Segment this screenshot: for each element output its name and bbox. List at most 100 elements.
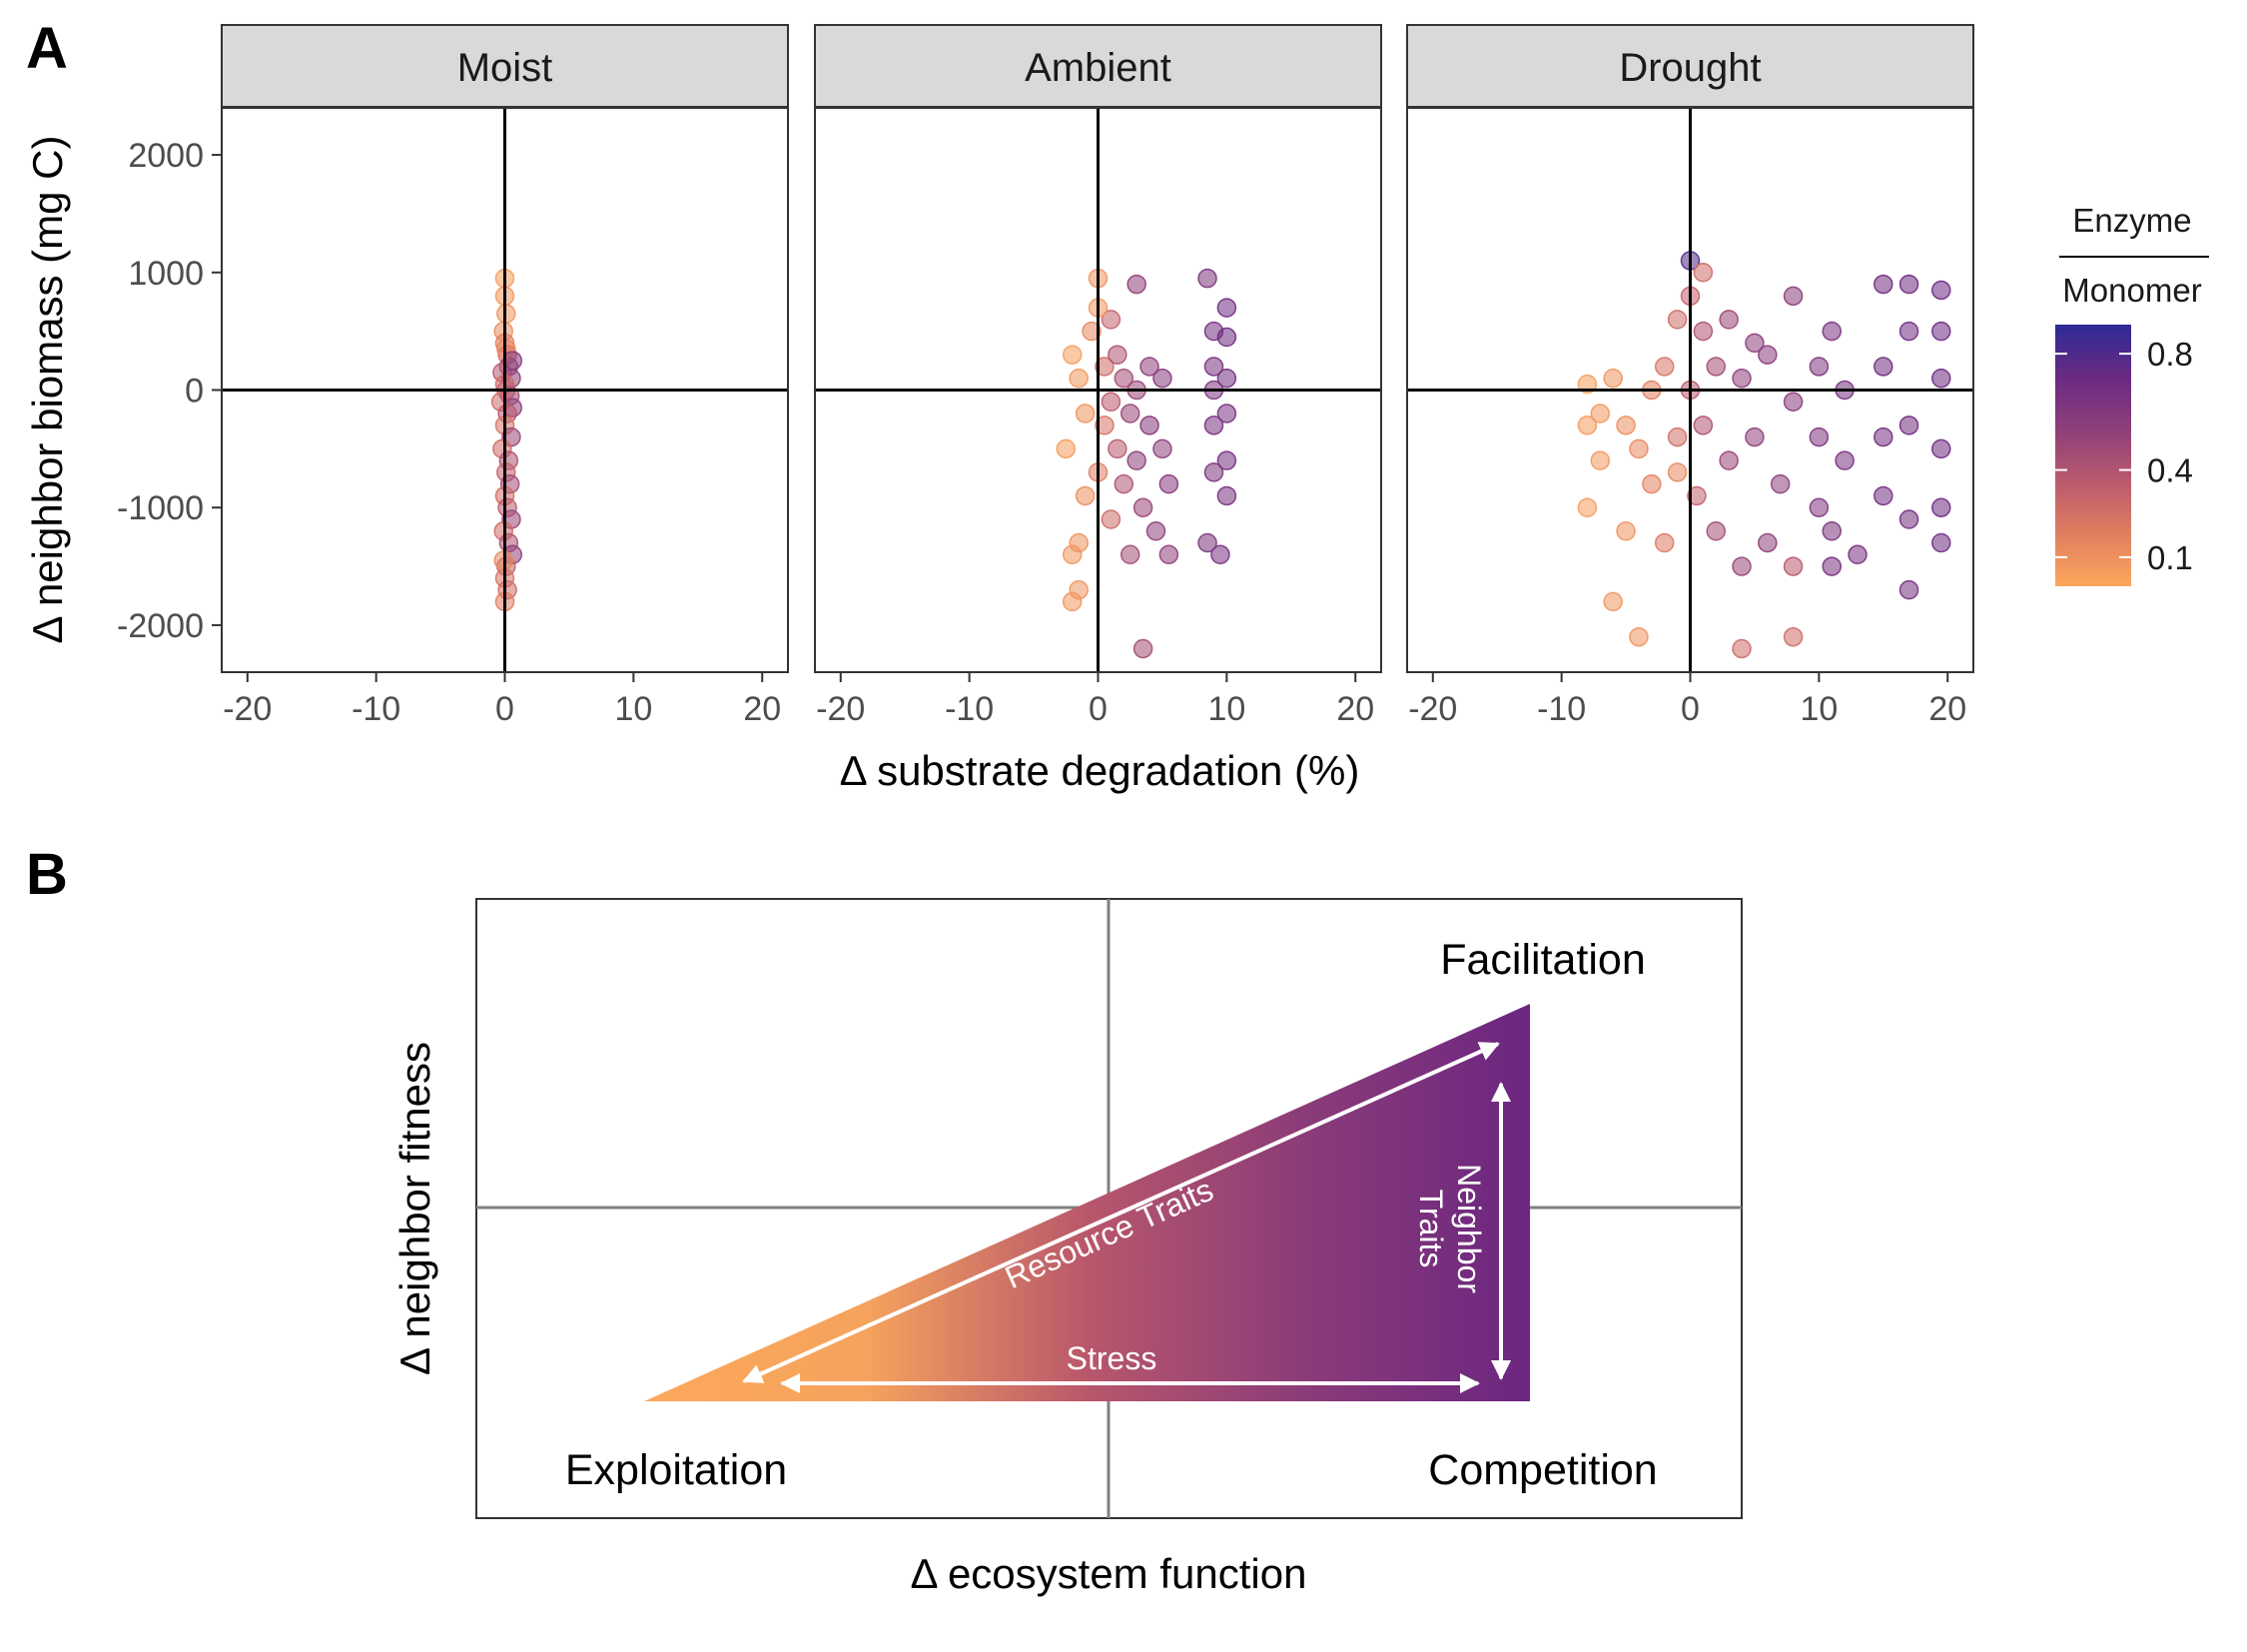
data-point	[1114, 368, 1134, 389]
neighbor-traits-label: NeighborTraits	[1413, 1164, 1487, 1293]
data-point	[1120, 404, 1140, 423]
data-point	[1203, 462, 1224, 482]
data-point	[1642, 473, 1662, 494]
x-tick-label: -10	[945, 690, 994, 728]
y-tick-label: -2000	[117, 607, 204, 645]
data-point	[1108, 345, 1127, 365]
data-point	[1873, 357, 1893, 377]
facilitation-label: Facilitation	[1440, 936, 1646, 984]
data-point	[1577, 415, 1598, 435]
facet-drought: Drought -20 -10 0 10 20	[1406, 24, 1974, 728]
data-point	[1062, 591, 1083, 612]
data-point	[1126, 274, 1146, 295]
x-tick-label: -20	[816, 690, 865, 728]
data-point	[1095, 357, 1115, 377]
exploitation-label: Exploitation	[565, 1446, 787, 1494]
data-point	[1873, 426, 1893, 447]
data-point	[1216, 450, 1237, 470]
data-point	[1629, 626, 1649, 647]
data-point	[1603, 591, 1623, 612]
data-point	[1120, 544, 1140, 565]
data-point	[1108, 438, 1127, 459]
legend-tick-label-0: 0.8	[2147, 336, 2193, 373]
data-point	[1216, 485, 1237, 506]
data-point	[1197, 532, 1217, 553]
data-point	[1101, 310, 1122, 330]
data-point	[1693, 321, 1714, 342]
data-point	[1822, 321, 1842, 342]
data-point	[1706, 521, 1727, 541]
y-tick-label: 2000	[128, 137, 204, 175]
data-point	[1898, 274, 1919, 295]
facet-strip	[814, 24, 1382, 108]
concept-diagram: Resource Traits NeighborTraits Stress Fa…	[391, 898, 1743, 1597]
legend-colorbar	[2055, 325, 2131, 586]
data-point	[1139, 415, 1159, 435]
data-point	[1873, 274, 1893, 295]
data-point	[1758, 345, 1778, 365]
data-point	[1139, 357, 1159, 377]
data-point	[1056, 438, 1077, 459]
x-tick-label: -20	[1408, 690, 1457, 728]
data-point	[1197, 268, 1217, 289]
facet-strip-label: Moist	[457, 46, 553, 90]
data-point	[1216, 368, 1237, 389]
data-point	[1809, 357, 1830, 377]
data-point	[1075, 485, 1096, 506]
data-point	[1216, 404, 1237, 423]
data-point	[1667, 462, 1688, 482]
legend-ticks: 0.8 0.4 0.1	[2055, 336, 2193, 576]
x-tick-label: -20	[223, 690, 272, 728]
data-point	[1629, 438, 1649, 459]
competition-label: Competition	[1428, 1446, 1657, 1494]
data-point	[1931, 280, 1951, 301]
data-point	[1848, 544, 1868, 565]
y-tick-label: 0	[185, 373, 204, 411]
data-point	[1931, 438, 1951, 459]
y-axis-title: Δ neighbor biomass (mg C)	[24, 136, 71, 644]
data-point	[1590, 450, 1611, 470]
x-tick-label: 20	[743, 690, 781, 728]
data-point	[1822, 521, 1842, 541]
panel-b-letter: B	[26, 842, 68, 907]
data-point	[1898, 579, 1919, 600]
data-point	[1898, 509, 1919, 529]
x-tick-label: 0	[1681, 690, 1700, 728]
facet-strip	[1406, 24, 1974, 108]
data-point	[1693, 415, 1714, 435]
data-point	[1822, 556, 1842, 576]
data-point	[1114, 473, 1134, 494]
data-point	[1577, 497, 1598, 517]
facet-strip-label: Drought	[1619, 46, 1761, 90]
data-point	[1616, 415, 1636, 435]
data-point	[1145, 521, 1166, 541]
data-point	[1101, 392, 1122, 413]
legend-tick-label-2: 0.1	[2147, 539, 2193, 576]
x-tick-label: 0	[1089, 690, 1108, 728]
data-point	[1873, 485, 1893, 506]
x-tick-label: -10	[352, 690, 400, 728]
data-point	[1203, 415, 1224, 435]
data-point	[1654, 357, 1675, 377]
data-point	[1210, 544, 1230, 565]
facet-moist: Moist -20 -10 0 10 20 2000 1000 0 -1000 -2000	[117, 24, 789, 728]
data-point	[1809, 497, 1830, 517]
data-point	[1158, 544, 1179, 565]
y-tick-label: 1000	[128, 255, 204, 293]
facet-strip-label: Ambient	[1025, 46, 1171, 90]
stress-label: Stress	[1067, 1340, 1157, 1376]
data-point	[1931, 321, 1951, 342]
data-point	[1835, 450, 1855, 470]
data-point	[1719, 450, 1739, 470]
data-point	[1654, 532, 1675, 553]
x-tick-label: 10	[1207, 690, 1245, 728]
data-point	[1783, 556, 1804, 576]
data-point	[1693, 263, 1714, 283]
data-point	[1667, 426, 1688, 447]
data-point	[1075, 404, 1096, 423]
data-point	[1062, 345, 1083, 365]
data-point	[1931, 368, 1951, 389]
data-point	[1719, 310, 1739, 330]
data-point	[1732, 368, 1752, 389]
